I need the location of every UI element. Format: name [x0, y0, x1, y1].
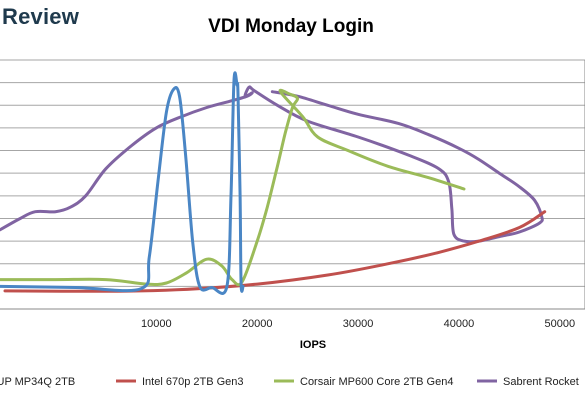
x-tick-labels: 10000 20000 30000 40000 50000: [141, 318, 575, 330]
series-lines: [0, 71, 547, 295]
chart-title: VDI Monday Login: [208, 16, 374, 37]
legend-label-3: Sabrent Rocket: [503, 376, 579, 388]
x-axis-label: IOPS: [300, 339, 326, 351]
legend: ROUP MP34Q 2TB Intel 670p 2TB Gen3 Corsair…: [0, 376, 579, 388]
legend-label-2: Corsair MP600 Core 2TB Gen4: [300, 376, 453, 388]
x-tick-label: 20000: [242, 318, 273, 330]
legend-label-0: ROUP MP34Q 2TB: [0, 376, 75, 388]
legend-label-1: Intel 670p 2TB Gen3: [142, 376, 244, 388]
x-tick-label: 40000: [444, 318, 475, 330]
x-tick-label: 30000: [343, 318, 374, 330]
x-tick-label: 50000: [544, 318, 575, 330]
series-line-2: [0, 88, 466, 287]
gridlines: [0, 59, 585, 287]
x-tick-label: 10000: [141, 318, 172, 330]
brand-logo-text: Review: [2, 4, 80, 29]
series-line-3: [0, 85, 544, 244]
series-line-0: [0, 71, 245, 295]
